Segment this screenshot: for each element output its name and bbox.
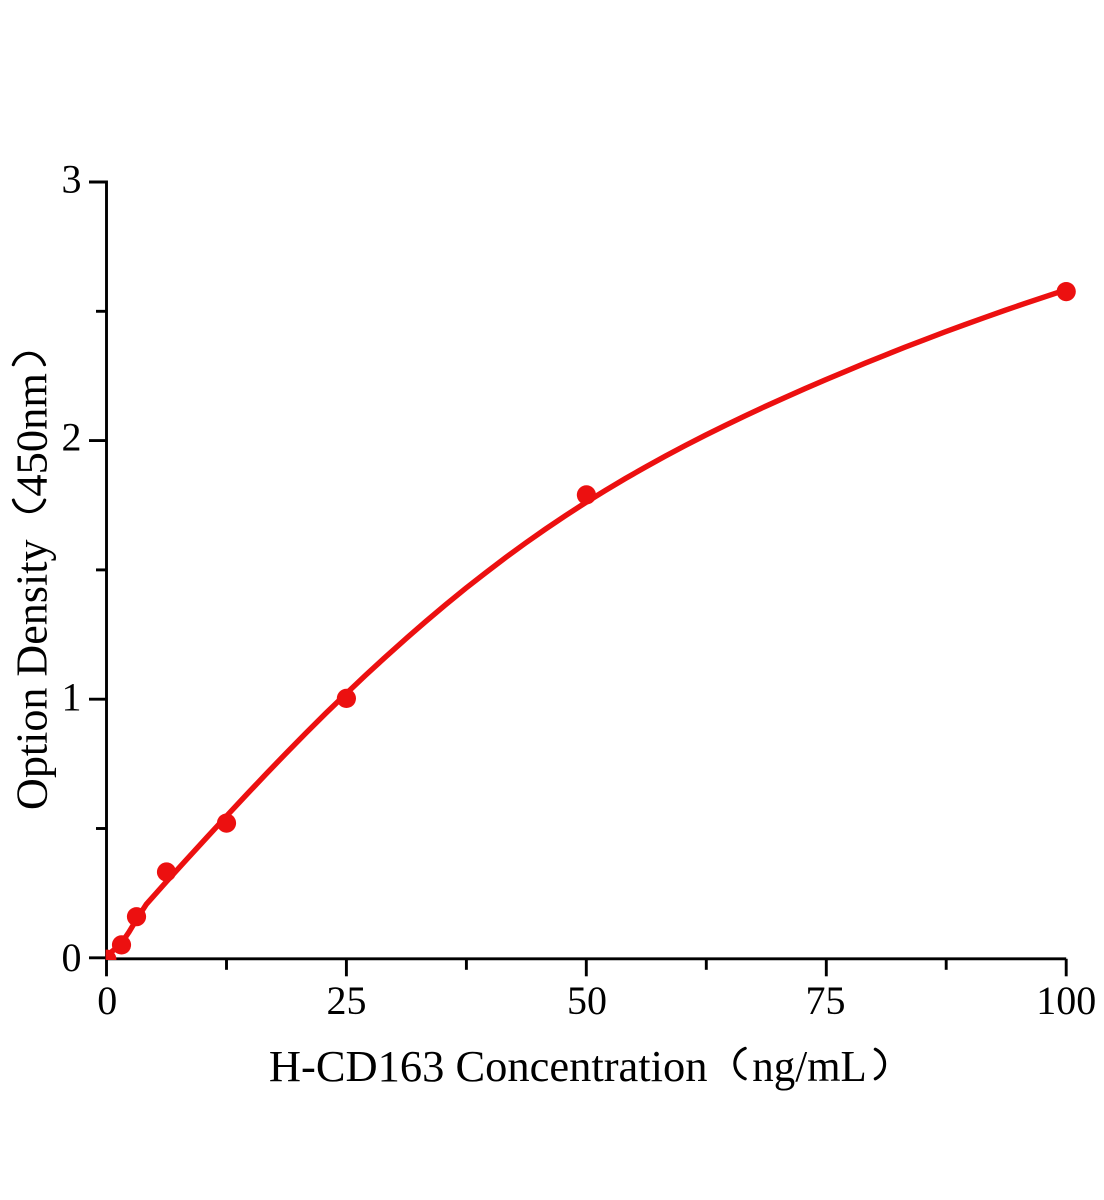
svg-text:1: 1 — [62, 674, 82, 719]
svg-text:75: 75 — [806, 978, 846, 1023]
svg-text:450nm: 450nm — [6, 373, 56, 497]
svg-text:25: 25 — [327, 978, 367, 1023]
svg-text:0: 0 — [97, 978, 117, 1023]
svg-text:H-CD163 Concentration: H-CD163 Concentration — [269, 1041, 708, 1091]
svg-text:2: 2 — [62, 415, 82, 460]
svg-text:Option Density: Option Density — [6, 539, 56, 810]
svg-text:50: 50 — [567, 978, 607, 1023]
svg-text:ng/mL: ng/mL — [752, 1041, 867, 1091]
svg-text:3: 3 — [62, 156, 82, 201]
svg-text:0: 0 — [62, 935, 82, 980]
svg-text:100: 100 — [1036, 978, 1096, 1023]
